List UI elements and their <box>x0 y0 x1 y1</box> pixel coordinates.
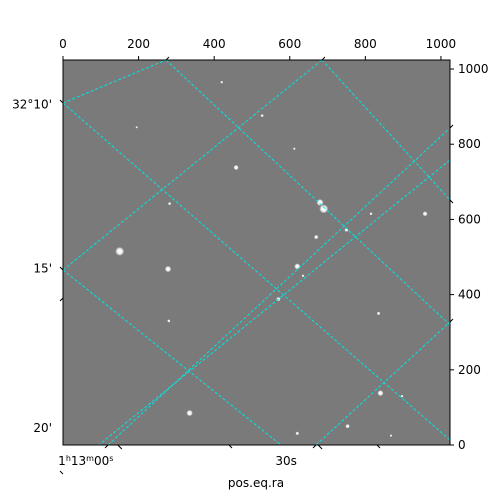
dec-tick-label: 20' <box>33 421 52 435</box>
sky-image <box>63 60 450 445</box>
star <box>167 202 172 206</box>
dec-tick <box>59 266 64 271</box>
star <box>220 80 224 84</box>
ra-tick <box>376 444 381 449</box>
plot-frame <box>62 59 451 446</box>
dec-tick-label: 32°10' <box>12 98 52 112</box>
dec-tick <box>59 470 64 475</box>
right-tick-label: 600 <box>458 212 481 226</box>
edge-tick <box>449 124 454 129</box>
grid-line <box>63 60 167 104</box>
grid-line <box>321 60 450 201</box>
star <box>301 274 305 278</box>
star <box>376 311 381 316</box>
star <box>369 212 373 216</box>
star <box>167 319 171 323</box>
star <box>377 390 384 397</box>
right-tick-label: 800 <box>458 137 481 151</box>
right-tick-label: 1000 <box>458 62 489 76</box>
top-tick-label: 400 <box>203 37 226 51</box>
grid-line <box>63 102 450 441</box>
stars-layer <box>115 80 428 437</box>
star <box>233 164 239 171</box>
star <box>316 198 324 206</box>
ra-tick <box>104 444 109 449</box>
edge-tick <box>449 318 454 323</box>
top-tick-label: 200 <box>127 37 150 51</box>
star <box>135 126 138 129</box>
top-tick-label: 1000 <box>426 37 457 51</box>
star <box>294 263 301 270</box>
grid-line <box>97 159 450 445</box>
star <box>186 409 193 417</box>
star <box>319 204 329 214</box>
ra-tick <box>117 444 123 450</box>
right-tick-label: 0 <box>458 438 466 452</box>
star <box>260 114 264 118</box>
star <box>345 424 350 429</box>
grid-line <box>107 127 450 445</box>
star <box>295 431 300 436</box>
dec-tick <box>59 297 64 302</box>
top-tick-label: 600 <box>278 37 301 51</box>
star <box>164 265 172 273</box>
dec-tick-label: 15' <box>33 261 52 275</box>
star <box>314 234 319 240</box>
edge-tick <box>321 56 326 61</box>
ra-tick-label: 1h13m00s <box>58 454 113 469</box>
top-tick-label: 0 <box>59 37 67 51</box>
star <box>115 246 125 256</box>
coordinate-grid <box>63 60 450 445</box>
edge-tick <box>449 199 454 204</box>
edge-tick <box>165 56 170 61</box>
grid-line <box>315 321 450 445</box>
star <box>389 434 393 437</box>
dec-tick <box>59 99 64 104</box>
grid-line <box>63 269 282 445</box>
star <box>400 394 404 398</box>
right-tick-label: 400 <box>458 288 481 302</box>
axes: 0 200 400 600 800 1000 0 200 400 600 800 1000 1h13m0… <box>12 37 489 475</box>
grid-line <box>63 60 323 271</box>
right-tick-label: 200 <box>458 363 481 377</box>
top-tick-label: 800 <box>354 37 377 51</box>
ra-tick <box>312 444 317 449</box>
ra-tick <box>317 444 323 450</box>
star <box>422 211 428 217</box>
ra-tick <box>228 444 233 449</box>
star <box>292 147 296 151</box>
x-axis-label: pos.eq.ra <box>228 476 284 490</box>
ra-tick-label: 30s <box>275 454 297 468</box>
